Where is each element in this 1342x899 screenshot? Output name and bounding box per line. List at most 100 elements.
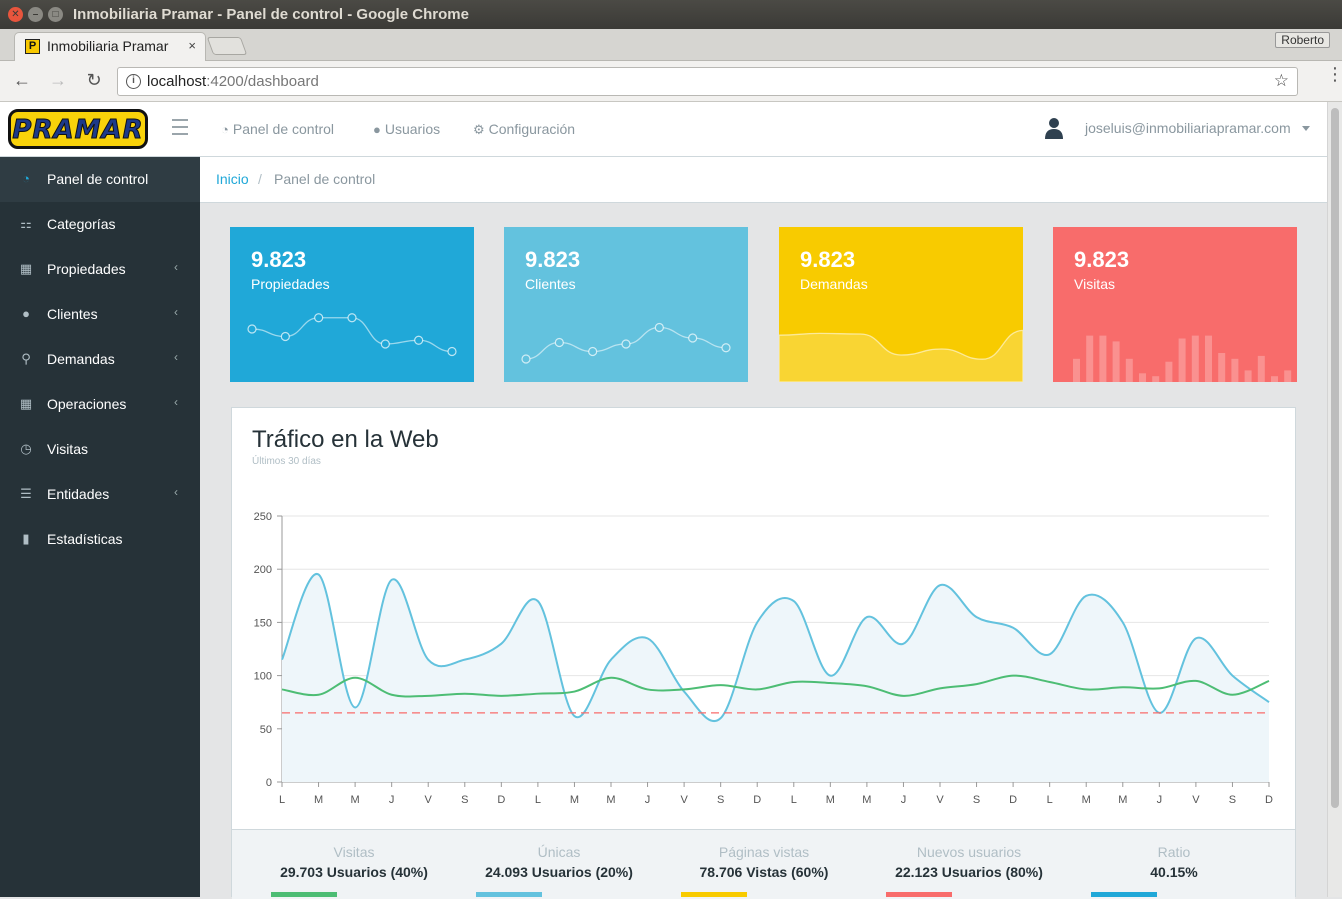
sparkline-point: [447, 346, 457, 357]
y-tick-label: 250: [254, 511, 272, 523]
y-tick-label: 50: [260, 724, 272, 736]
sparkline-bar: [1073, 358, 1080, 382]
x-tick-label: D: [753, 794, 761, 806]
sidebar-item-label: Clientes: [47, 306, 98, 322]
x-tick-label: S: [461, 794, 468, 806]
browser-menu-icon[interactable]: ⋮: [1326, 64, 1342, 84]
nav-settings[interactable]: ⚙ Configuración: [473, 121, 575, 138]
nav-users[interactable]: ● Usuarios: [373, 121, 440, 137]
stat-value: 29.703 Usuarios (40%): [280, 864, 428, 880]
info-icon[interactable]: i: [126, 74, 141, 89]
sidebar-item-label: Categorías: [47, 216, 116, 232]
breadcrumb-current: Panel de control: [274, 171, 376, 187]
stat-progress-bar: [886, 892, 952, 897]
sparkline-point: [347, 313, 357, 323]
user-email[interactable]: joseluis@inmobiliariapramar.com: [1085, 120, 1291, 136]
browser-tab[interactable]: P Inmobiliaria Pramar ×: [14, 32, 206, 61]
sparkline-chart: [1073, 335, 1292, 382]
pramar-logo[interactable]: PRAMAR: [8, 109, 148, 149]
nav-users-label: Usuarios: [384, 121, 441, 137]
address-bar: ← → ↻ i localhost:4200/dashboard ☆ ⋮: [0, 61, 1342, 102]
forward-arrow-icon[interactable]: →: [49, 70, 67, 90]
profile-button[interactable]: Roberto: [1275, 32, 1330, 48]
sidebar-item-8[interactable]: ▮ Estadísticas: [0, 517, 200, 562]
sidebar-item-7[interactable]: ☰ Entidades ‹: [0, 472, 200, 517]
scrollbar-thumb[interactable]: [1331, 108, 1339, 808]
back-arrow-icon[interactable]: ←: [13, 70, 31, 90]
x-tick-label: D: [497, 794, 505, 806]
sitemap-icon: ⚏: [20, 216, 32, 231]
sidebar-item-6[interactable]: ◷ Visitas: [0, 427, 200, 472]
x-tick-label: J: [901, 794, 907, 806]
sparkline-bar: [1244, 370, 1252, 382]
stat-label: Ratio: [1157, 844, 1191, 860]
sidebar-item-label: Visitas: [47, 441, 88, 457]
x-tick-label: S: [973, 794, 980, 806]
breadcrumb: Inicio / Panel de control: [200, 157, 1327, 203]
caret-down-icon[interactable]: [1302, 126, 1310, 131]
tab-title: Inmobiliaria Pramar: [47, 38, 169, 54]
x-tick-label: V: [936, 794, 944, 806]
stat-label: Nuevos usuarios: [916, 844, 1022, 860]
sidebar-item-4[interactable]: ⚲ Demandas ‹: [0, 337, 200, 382]
sidebar-item-2[interactable]: ▦ Propiedades ‹: [0, 247, 200, 292]
sparkline-bar: [1086, 335, 1094, 382]
x-tick-label: S: [1229, 794, 1236, 806]
sparkline-bar: [1284, 370, 1292, 382]
breadcrumb-home[interactable]: Inicio: [216, 171, 249, 187]
sidebar-item-label: Propiedades: [47, 261, 126, 277]
url-input[interactable]: i localhost:4200/dashboard ☆: [117, 67, 1298, 96]
sidebar-item-5[interactable]: ▦ Operaciones ‹: [0, 382, 200, 427]
close-window-icon[interactable]: ✕: [8, 7, 23, 22]
x-tick-label: L: [279, 794, 285, 806]
sparkline-bar: [1125, 358, 1133, 382]
new-tab-button[interactable]: [206, 37, 248, 55]
breadcrumb-separator: /: [258, 171, 262, 187]
page-scrollbar[interactable]: [1327, 102, 1342, 897]
sparkline-bar: [1191, 335, 1199, 382]
calculator-icon: ▦: [19, 396, 33, 411]
menu-toggle-icon[interactable]: [172, 119, 188, 140]
sparkline-point: [721, 343, 731, 353]
x-tick-label: D: [1265, 794, 1273, 806]
sparkline-point: [588, 346, 598, 357]
stat-card-3[interactable]: 9.823 Visitas: [1053, 227, 1297, 382]
sparkline-point: [654, 322, 664, 333]
maximize-window-icon[interactable]: □: [48, 7, 63, 22]
stat-progress-bar: [1091, 892, 1157, 897]
x-tick-label: M: [862, 794, 871, 806]
reload-icon[interactable]: ↻: [86, 70, 102, 90]
stat-value: 40.15%: [1150, 864, 1198, 880]
sidebar-item-label: Estadísticas: [47, 531, 123, 547]
stat-progress-bar: [476, 892, 542, 897]
x-tick-label: V: [1192, 794, 1200, 806]
sparkline-bar: [1139, 373, 1146, 382]
x-tick-label: M: [570, 794, 579, 806]
stat-card-2[interactable]: 9.823 Demandas: [779, 227, 1023, 382]
minimize-window-icon[interactable]: –: [28, 7, 43, 22]
bookmark-star-icon[interactable]: ☆: [1273, 71, 1289, 90]
sidebar-item-label: Operaciones: [47, 396, 127, 412]
sidebar-item-3[interactable]: ● Clientes ‹: [0, 292, 200, 337]
sidebar-item-label: Panel de control: [47, 171, 149, 187]
x-tick-label: S: [717, 794, 724, 806]
sparkline-point: [554, 337, 564, 348]
x-tick-label: M: [351, 794, 360, 806]
x-tick-label: V: [680, 794, 688, 806]
nav-dashboard[interactable]: ◔ Panel de control: [221, 121, 334, 137]
clock-icon: ◷: [20, 441, 32, 456]
stat-card-1[interactable]: 9.823 Clientes: [504, 227, 748, 382]
user-avatar-icon[interactable]: [1045, 117, 1063, 139]
tab-close-icon[interactable]: ×: [188, 38, 196, 53]
sparkline-bar: [1112, 341, 1120, 382]
sparkline-point: [380, 339, 390, 349]
stat-card-0[interactable]: 9.823 Propiedades: [230, 227, 474, 382]
sparkline-chart: [247, 313, 457, 357]
sidebar-item-0[interactable]: ◔ Panel de control: [0, 157, 200, 202]
card-value: 9.823: [800, 247, 856, 272]
traffic-stats-footer: Visitas 29.703 Usuarios (40%) Únicas 24.093…: [232, 829, 1295, 899]
chevron-left-icon: ‹: [174, 485, 178, 499]
sidebar-item-1[interactable]: ⚏ Categorías: [0, 202, 200, 247]
card-label: Visitas: [1074, 276, 1115, 292]
sparkline-bar: [1178, 338, 1186, 382]
